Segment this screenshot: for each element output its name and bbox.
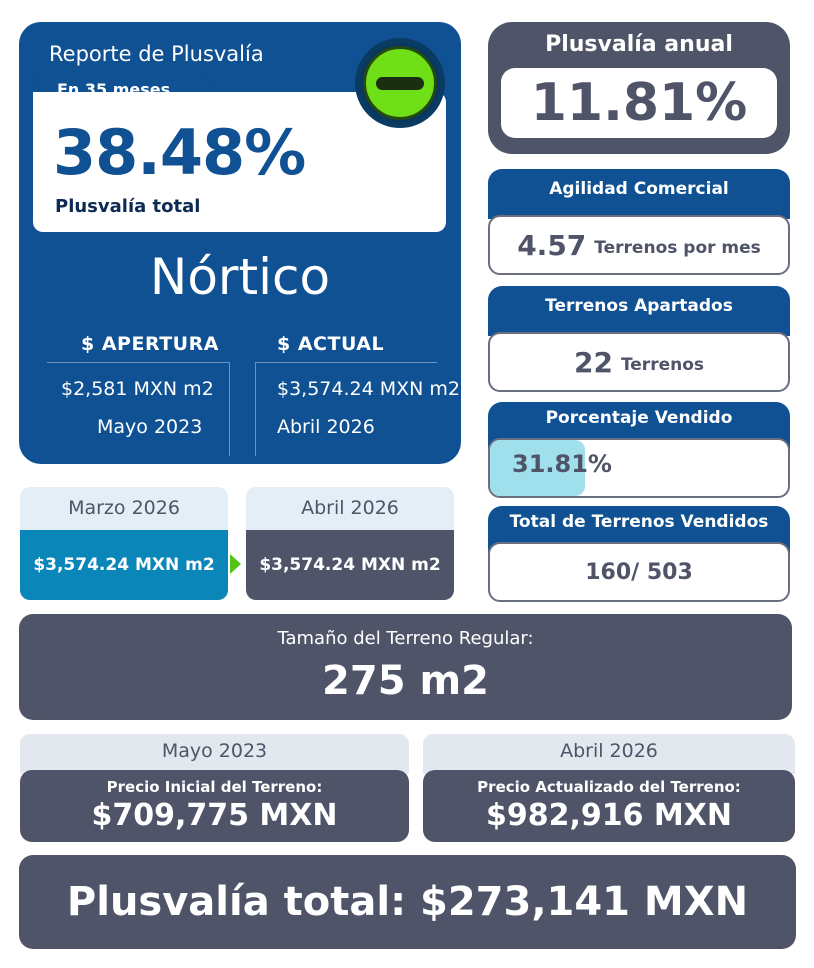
agility-card: Agilidad Comercial 4.57 Terrenos por mes (488, 169, 790, 277)
project-name: Nórtico (149, 248, 331, 306)
annual-gain-title: Plusvalía anual (545, 32, 733, 57)
agility-body: 4.57 Terrenos por mes (488, 215, 790, 275)
sold-percent-fill (490, 440, 585, 496)
opening-divider (47, 362, 229, 363)
opening-vline (229, 362, 230, 456)
current-header: $ ACTUAL (277, 333, 385, 355)
total-gain-banner: Plusvalía total: $273,141 MXN (19, 855, 796, 949)
total-percent-box: 38.48% Plusvalía total (33, 92, 446, 232)
reserved-title: Terrenos Apartados (488, 286, 790, 336)
previous-month-label: Marzo 2026 (20, 487, 228, 531)
lot-size-label: Tamaño del Terreno Regular: (277, 628, 534, 649)
agility-title: Agilidad Comercial (488, 169, 790, 219)
updated-price-value: $982,916 MXN (485, 798, 733, 833)
reserved-card: Terrenos Apartados 22 Terrenos (488, 286, 790, 392)
sold-percent-value: 31.81% (512, 450, 612, 478)
current-price: $3,574.24 MXN m2 (277, 378, 460, 400)
report-title: Reporte de Plusvalía (49, 42, 264, 66)
initial-price-value: $709,775 MXN (91, 798, 338, 833)
reserved-value: 22 (573, 345, 613, 379)
sold-total-value: 160/ 503 (488, 542, 790, 602)
opening-date: Mayo 2023 (97, 416, 203, 438)
lot-size-value: 275 m2 (322, 658, 489, 704)
minus-circle-icon (355, 38, 445, 128)
reserved-body: 22 Terrenos (488, 332, 790, 392)
agility-value: 4.57 (517, 228, 587, 262)
updated-price-label: Precio Actualizado del Terreno: (477, 778, 741, 796)
current-date: Abril 2026 (277, 416, 375, 438)
opening-price: $2,581 MXN m2 (61, 378, 214, 400)
sold-percent-bar: 31.81% (488, 438, 790, 498)
initial-price-card: Precio Inicial del Terreno: $709,775 MXN (20, 770, 409, 842)
initial-price-label: Precio Inicial del Terreno: (106, 778, 323, 796)
updated-price-date: Abril 2026 (423, 734, 795, 774)
current-vline (255, 362, 256, 456)
agility-unit: Terrenos por mes (594, 238, 761, 258)
annual-gain-value: 11.81% (501, 68, 777, 138)
opening-header: $ APERTURA (81, 333, 219, 355)
total-percent-label: Plusvalía total (55, 196, 201, 217)
initial-price-date: Mayo 2023 (20, 734, 409, 774)
total-percent-value: 38.48% (53, 116, 306, 189)
reserved-unit: Terrenos (620, 355, 705, 375)
updated-price-card: Precio Actualizado del Terreno: $982,916… (423, 770, 795, 842)
current-month-label: Abril 2026 (246, 487, 454, 531)
annual-gain-card: Plusvalía anual 11.81% (488, 22, 790, 154)
lot-size-card: Tamaño del Terreno Regular: 275 m2 (19, 614, 792, 720)
sold-total-card: Total de Terrenos Vendidos 160/ 503 (488, 506, 790, 602)
report-card: Reporte de Plusvalía En 35 meses 38.48% … (19, 22, 461, 464)
arrow-right-icon (230, 554, 241, 574)
current-divider (255, 362, 437, 363)
current-month-price: $3,574.24 MXN m2 (246, 530, 454, 600)
sold-percent-card: Porcentaje Vendido 31.81% (488, 402, 790, 498)
previous-month-price: $3,574.24 MXN m2 (20, 530, 228, 600)
